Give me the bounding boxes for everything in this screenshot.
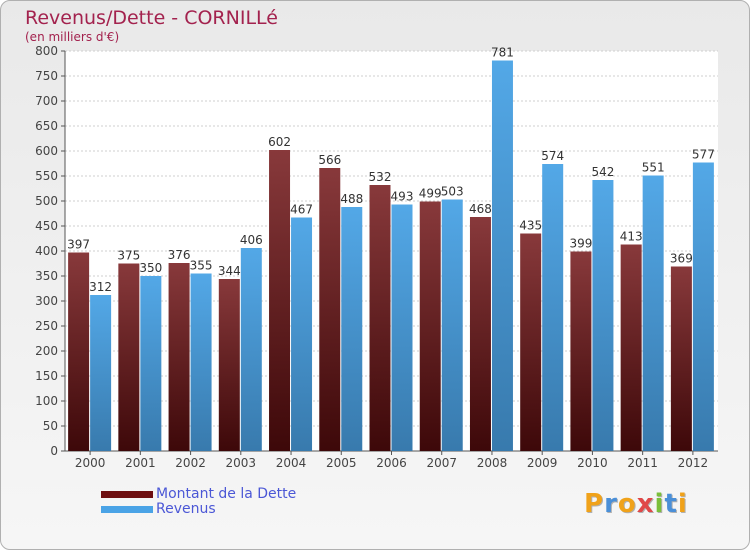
logo-letter: x bbox=[636, 489, 655, 519]
bar-revenus-2011 bbox=[642, 175, 664, 451]
data-label-revenus-2004: 467 bbox=[290, 203, 313, 217]
x-tick-label: 2002 bbox=[175, 456, 206, 470]
bar-revenus-2005 bbox=[341, 207, 363, 451]
data-label-dette-2012: 369 bbox=[670, 252, 693, 266]
y-tick-label: 800 bbox=[35, 44, 58, 58]
data-label-dette-2002: 376 bbox=[168, 248, 191, 262]
y-tick-label: 600 bbox=[35, 144, 58, 158]
bar-dette-2004 bbox=[269, 150, 291, 451]
bar-revenus-2009 bbox=[542, 164, 564, 451]
bar-revenus-2004 bbox=[291, 217, 313, 451]
chart-subtitle: (en milliers d'€) bbox=[25, 30, 120, 44]
y-tick-label: 500 bbox=[35, 194, 58, 208]
y-tick-label: 750 bbox=[35, 69, 58, 83]
y-tick-label: 450 bbox=[35, 219, 58, 233]
bar-dette-2001 bbox=[118, 263, 140, 451]
data-label-revenus-2011: 551 bbox=[642, 161, 665, 175]
data-label-revenus-2000: 312 bbox=[89, 280, 112, 294]
logo-letter: t bbox=[664, 489, 678, 519]
x-tick-label: 2011 bbox=[627, 456, 658, 470]
data-label-dette-2000: 397 bbox=[67, 238, 90, 252]
bar-revenus-2001 bbox=[140, 276, 162, 451]
data-label-dette-2009: 435 bbox=[519, 219, 542, 233]
y-tick-label: 0 bbox=[50, 444, 58, 458]
x-tick-label: 2003 bbox=[226, 456, 257, 470]
x-tick-label: 2000 bbox=[75, 456, 106, 470]
proxiti-logo: Proxiti bbox=[584, 489, 688, 519]
data-label-dette-2006: 532 bbox=[369, 170, 392, 184]
data-label-dette-2010: 399 bbox=[569, 237, 592, 251]
x-tick-label: 2009 bbox=[527, 456, 558, 470]
bar-revenus-2002 bbox=[190, 273, 212, 451]
data-label-revenus-2006: 493 bbox=[391, 190, 414, 204]
logo-letter: i bbox=[654, 489, 665, 519]
x-tick-label: 2012 bbox=[678, 456, 709, 470]
data-label-revenus-2001: 350 bbox=[139, 261, 162, 275]
data-label-revenus-2003: 406 bbox=[240, 233, 263, 247]
bar-revenus-2006 bbox=[391, 204, 413, 451]
logo-letter: i bbox=[677, 489, 688, 519]
y-tick-label: 650 bbox=[35, 119, 58, 133]
logo-letter: r bbox=[604, 489, 618, 519]
y-tick-label: 250 bbox=[35, 319, 58, 333]
x-tick-label: 2001 bbox=[125, 456, 156, 470]
y-tick-label: 700 bbox=[35, 94, 58, 108]
logo-letter: P bbox=[584, 489, 605, 519]
x-tick-label: 2004 bbox=[276, 456, 307, 470]
x-tick-label: 2006 bbox=[376, 456, 407, 470]
bar-dette-2009 bbox=[520, 233, 542, 451]
data-label-revenus-2008: 781 bbox=[491, 46, 514, 60]
y-tick-label: 350 bbox=[35, 269, 58, 283]
data-label-dette-2001: 375 bbox=[117, 249, 140, 263]
bar-dette-2005 bbox=[319, 168, 341, 451]
bar-revenus-2012 bbox=[692, 162, 714, 451]
bar-dette-2006 bbox=[369, 185, 391, 451]
bar-dette-2000 bbox=[68, 252, 90, 451]
data-label-revenus-2002: 355 bbox=[190, 259, 213, 273]
data-label-revenus-2010: 542 bbox=[591, 165, 614, 179]
data-label-dette-2005: 566 bbox=[318, 153, 341, 167]
data-label-revenus-2009: 574 bbox=[541, 149, 564, 163]
bar-dette-2011 bbox=[620, 244, 642, 451]
x-tick-label: 2005 bbox=[326, 456, 357, 470]
y-tick-label: 300 bbox=[35, 294, 58, 308]
data-label-dette-2004: 602 bbox=[268, 135, 291, 149]
bar-dette-2008 bbox=[469, 217, 491, 451]
y-tick-label: 50 bbox=[43, 419, 58, 433]
data-label-revenus-2007: 503 bbox=[441, 185, 464, 199]
bar-revenus-2000 bbox=[90, 295, 112, 451]
bar-dette-2007 bbox=[419, 201, 441, 451]
data-label-dette-2008: 468 bbox=[469, 202, 492, 216]
bar-dette-2002 bbox=[168, 263, 190, 451]
bar-revenus-2007 bbox=[441, 199, 463, 451]
logo-letter: o bbox=[617, 489, 637, 519]
x-tick-label: 2008 bbox=[477, 456, 508, 470]
y-tick-label: 200 bbox=[35, 344, 58, 358]
x-tick-label: 2007 bbox=[426, 456, 457, 470]
data-label-revenus-2012: 577 bbox=[692, 148, 715, 162]
bar-revenus-2008 bbox=[491, 60, 513, 451]
bar-revenus-2003 bbox=[240, 248, 262, 451]
y-tick-label: 550 bbox=[35, 169, 58, 183]
y-tick-label: 400 bbox=[35, 244, 58, 258]
legend-label-revenus: Revenus bbox=[156, 501, 216, 517]
data-label-dette-2007: 499 bbox=[419, 187, 442, 201]
legend-swatch-dette bbox=[101, 491, 153, 498]
x-tick-label: 2010 bbox=[577, 456, 608, 470]
y-tick-label: 100 bbox=[35, 394, 58, 408]
bar-dette-2010 bbox=[570, 251, 592, 451]
bar-revenus-2010 bbox=[592, 180, 614, 451]
legend-label-dette: Montant de la Dette bbox=[156, 486, 297, 502]
chart-title: Revenus/Dette - CORNILLé bbox=[25, 7, 278, 29]
data-label-revenus-2005: 488 bbox=[340, 192, 363, 206]
data-label-dette-2003: 344 bbox=[218, 264, 241, 278]
data-label-dette-2011: 413 bbox=[620, 230, 643, 244]
bar-dette-2003 bbox=[218, 279, 240, 451]
y-tick-label: 150 bbox=[35, 369, 58, 383]
bar-dette-2012 bbox=[670, 266, 692, 451]
legend-swatch-revenus bbox=[101, 506, 153, 513]
